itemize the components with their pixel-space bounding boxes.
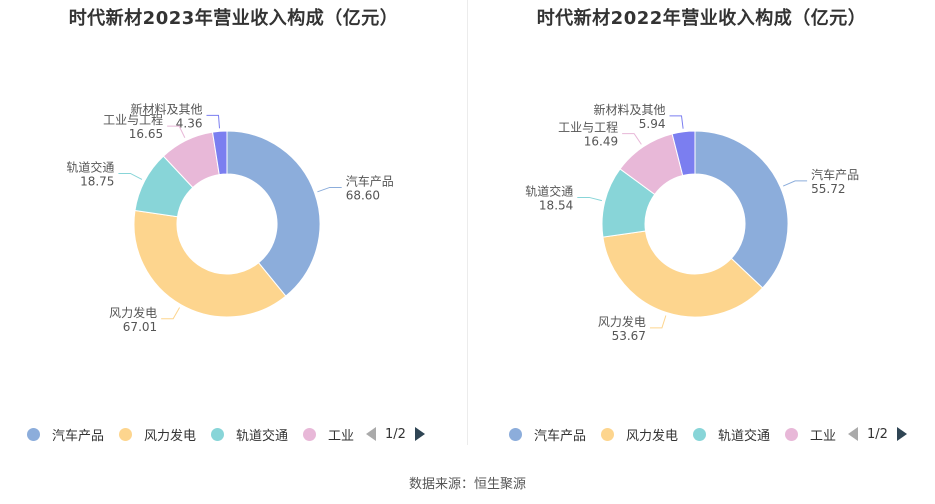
leader-line-industry bbox=[622, 133, 642, 145]
slice-value-auto: 55.72 bbox=[811, 182, 845, 196]
legend-label: 风力发电 bbox=[144, 428, 197, 444]
legend-next-arrow-icon[interactable] bbox=[896, 427, 907, 441]
legend-marker bbox=[27, 427, 40, 441]
legend-label: 轨道交通 bbox=[718, 428, 771, 444]
legend-item-industry[interactable]: 工业 bbox=[785, 423, 836, 445]
slice-label-auto: 汽车产品 bbox=[346, 173, 394, 188]
leader-line-wind bbox=[161, 307, 181, 320]
legend-marker bbox=[601, 427, 614, 441]
slice-label-rail: 轨道交通 bbox=[66, 159, 114, 174]
slice-value-other: 5.94 bbox=[639, 117, 666, 131]
leader-line-rail bbox=[118, 172, 143, 180]
chart-title: 时代新材2022年营业收入构成（亿元） bbox=[536, 8, 867, 29]
slice-label-wind: 风力发电 bbox=[598, 314, 646, 329]
legend-item-rail[interactable]: 轨道交通 bbox=[211, 423, 288, 445]
slice-wind[interactable] bbox=[602, 230, 764, 318]
slice-value-rail: 18.54 bbox=[539, 198, 573, 212]
legend-next-arrow-icon[interactable] bbox=[414, 427, 425, 441]
legend: 汽车产品 风力发电 轨道交通 工业 1/2 bbox=[0, 423, 467, 445]
legend-item-industry[interactable]: 工业 bbox=[303, 423, 354, 445]
slice-label-industry: 工业与工程 bbox=[558, 120, 618, 135]
legend-pager: 1/2 bbox=[366, 423, 425, 445]
legend-marker bbox=[119, 427, 132, 441]
legend-prev-arrow-icon[interactable] bbox=[366, 427, 376, 441]
legend-label: 风力发电 bbox=[626, 428, 679, 444]
slice-label-rail: 轨道交通 bbox=[525, 183, 573, 198]
legend-label: 汽车产品 bbox=[52, 428, 105, 444]
slice-value-wind: 53.67 bbox=[612, 329, 646, 343]
legend-marker bbox=[509, 427, 522, 441]
leader-line-other bbox=[206, 114, 221, 129]
slice-label-auto: 汽车产品 bbox=[811, 167, 859, 182]
leader-line-auto bbox=[782, 180, 808, 187]
leader-line-auto bbox=[317, 186, 342, 193]
legend-item-auto[interactable]: 汽车产品 bbox=[27, 423, 104, 445]
chart-panel-2023: 时代新材2023年营业收入构成（亿元） 汽车产品 68.60 风力发电 67.01 轨道… bbox=[0, 0, 467, 460]
slice-value-industry: 16.65 bbox=[129, 127, 163, 141]
chart-panel-2022: 时代新材2022年营业收入构成（亿元） 汽车产品 55.72 风力发电 53.67 轨道… bbox=[468, 0, 935, 460]
slice-auto[interactable] bbox=[694, 130, 789, 289]
legend-label: 工业 bbox=[328, 428, 355, 444]
panel-divider bbox=[467, 0, 468, 445]
slice-value-industry: 16.49 bbox=[584, 135, 618, 149]
leader-line-rail bbox=[577, 196, 603, 202]
legend-pager: 1/2 bbox=[848, 423, 907, 445]
legend-item-rail[interactable]: 轨道交通 bbox=[693, 423, 770, 445]
chart-title: 时代新材2023年营业收入构成（亿元） bbox=[68, 8, 399, 29]
slice-value-rail: 18.75 bbox=[80, 174, 114, 188]
leader-line-wind bbox=[649, 315, 667, 329]
slice-label-wind: 风力发电 bbox=[109, 305, 157, 320]
slice-label-industry: 工业与工程 bbox=[103, 112, 163, 127]
slice-other[interactable] bbox=[671, 130, 696, 177]
slice-label-other: 新材料及其他 bbox=[130, 101, 202, 116]
legend-label: 工业 bbox=[810, 428, 837, 444]
legend-marker bbox=[211, 427, 224, 441]
legend-marker bbox=[693, 427, 706, 441]
legend-label: 汽车产品 bbox=[534, 428, 587, 444]
slice-value-wind: 67.01 bbox=[123, 320, 157, 334]
legend-prev-arrow-icon[interactable] bbox=[848, 427, 858, 441]
legend-label: 轨道交通 bbox=[236, 428, 289, 444]
slice-label-other: 新材料及其他 bbox=[593, 102, 665, 117]
legend-page-indicator: 1/2 bbox=[867, 426, 888, 442]
slice-wind[interactable] bbox=[133, 209, 287, 318]
legend-page-indicator: 1/2 bbox=[385, 426, 406, 442]
legend-marker bbox=[785, 427, 798, 441]
slice-value-other: 4.36 bbox=[176, 116, 203, 130]
legend-marker bbox=[303, 427, 316, 441]
data-source-note: 数据来源：恒生聚源 bbox=[408, 477, 526, 492]
leader-line-industry bbox=[167, 125, 186, 138]
leader-line-other bbox=[669, 115, 684, 129]
slice-other[interactable] bbox=[211, 130, 228, 176]
legend-item-auto[interactable]: 汽车产品 bbox=[509, 423, 586, 445]
slice-auto[interactable] bbox=[226, 130, 321, 297]
legend-item-wind[interactable]: 风力发电 bbox=[119, 423, 196, 445]
slice-value-auto: 68.60 bbox=[346, 188, 380, 202]
legend-item-wind[interactable]: 风力发电 bbox=[601, 423, 678, 445]
legend: 汽车产品 风力发电 轨道交通 工业 1/2 bbox=[468, 423, 935, 445]
